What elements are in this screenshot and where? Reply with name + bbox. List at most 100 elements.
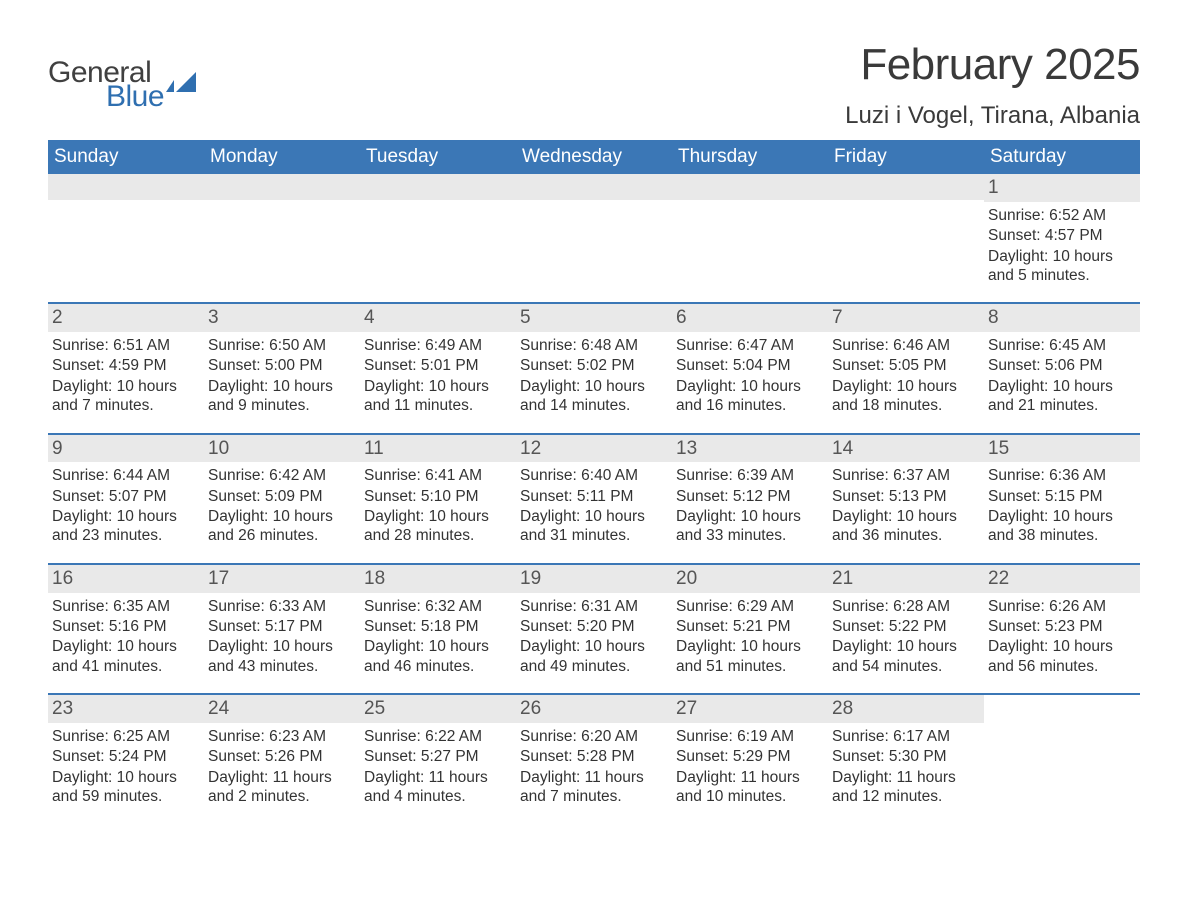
day-cell: 12Sunrise: 6:40 AMSunset: 5:11 PMDayligh…	[516, 435, 672, 563]
sunset-line: Sunset: 5:30 PM	[832, 747, 980, 766]
title-block: February 2025 Luzi i Vogel, Tirana, Alba…	[845, 40, 1140, 130]
day-number: 6	[672, 304, 828, 332]
sunrise-line: Sunrise: 6:46 AM	[832, 336, 980, 355]
sunrise-line: Sunrise: 6:37 AM	[832, 466, 980, 485]
daylight-line: Daylight: 10 hours and 9 minutes.	[208, 377, 356, 416]
day-number: 1	[984, 174, 1140, 202]
weekday-header-cell: Friday	[828, 140, 984, 174]
day-cell: 1Sunrise: 6:52 AMSunset: 4:57 PMDaylight…	[984, 174, 1140, 302]
day-number: 11	[360, 435, 516, 463]
daylight-line: Daylight: 10 hours and 38 minutes.	[988, 507, 1136, 546]
daylight-line: Daylight: 10 hours and 49 minutes.	[520, 637, 668, 676]
day-cell: 26Sunrise: 6:20 AMSunset: 5:28 PMDayligh…	[516, 695, 672, 823]
calendar: SundayMondayTuesdayWednesdayThursdayFrid…	[48, 140, 1140, 823]
sunset-line: Sunset: 5:09 PM	[208, 487, 356, 506]
day-number: 10	[204, 435, 360, 463]
day-number: 22	[984, 565, 1140, 593]
sunset-line: Sunset: 5:29 PM	[676, 747, 824, 766]
daylight-line: Daylight: 10 hours and 56 minutes.	[988, 637, 1136, 676]
sunset-line: Sunset: 5:02 PM	[520, 356, 668, 375]
day-number: 24	[204, 695, 360, 723]
daylight-line: Daylight: 10 hours and 28 minutes.	[364, 507, 512, 546]
daylight-line: Daylight: 10 hours and 41 minutes.	[52, 637, 200, 676]
sunrise-line: Sunrise: 6:51 AM	[52, 336, 200, 355]
day-cell	[516, 174, 672, 302]
day-number: 14	[828, 435, 984, 463]
day-cell	[984, 695, 1140, 823]
day-number: 3	[204, 304, 360, 332]
day-number: 19	[516, 565, 672, 593]
day-cell: 21Sunrise: 6:28 AMSunset: 5:22 PMDayligh…	[828, 565, 984, 693]
day-number: 9	[48, 435, 204, 463]
day-cell	[360, 174, 516, 302]
week-row: 2Sunrise: 6:51 AMSunset: 4:59 PMDaylight…	[48, 302, 1140, 432]
week-row: 23Sunrise: 6:25 AMSunset: 5:24 PMDayligh…	[48, 693, 1140, 823]
day-cell: 14Sunrise: 6:37 AMSunset: 5:13 PMDayligh…	[828, 435, 984, 563]
sunrise-line: Sunrise: 6:45 AM	[988, 336, 1136, 355]
sunrise-line: Sunrise: 6:32 AM	[364, 597, 512, 616]
daylight-line: Daylight: 10 hours and 18 minutes.	[832, 377, 980, 416]
sunset-line: Sunset: 5:18 PM	[364, 617, 512, 636]
sunrise-line: Sunrise: 6:23 AM	[208, 727, 356, 746]
sunrise-line: Sunrise: 6:20 AM	[520, 727, 668, 746]
sunrise-line: Sunrise: 6:26 AM	[988, 597, 1136, 616]
day-cell: 27Sunrise: 6:19 AMSunset: 5:29 PMDayligh…	[672, 695, 828, 823]
sunrise-line: Sunrise: 6:52 AM	[988, 206, 1136, 225]
daylight-line: Daylight: 10 hours and 43 minutes.	[208, 637, 356, 676]
day-number: 7	[828, 304, 984, 332]
day-number	[360, 174, 516, 200]
day-cell: 15Sunrise: 6:36 AMSunset: 5:15 PMDayligh…	[984, 435, 1140, 563]
weekday-header-cell: Saturday	[984, 140, 1140, 174]
sunrise-line: Sunrise: 6:39 AM	[676, 466, 824, 485]
day-cell	[672, 174, 828, 302]
sunset-line: Sunset: 5:11 PM	[520, 487, 668, 506]
logo: General Blue	[48, 40, 200, 112]
day-number: 27	[672, 695, 828, 723]
day-cell: 8Sunrise: 6:45 AMSunset: 5:06 PMDaylight…	[984, 304, 1140, 432]
day-number	[516, 174, 672, 200]
sunset-line: Sunset: 5:22 PM	[832, 617, 980, 636]
day-number: 17	[204, 565, 360, 593]
sunrise-line: Sunrise: 6:33 AM	[208, 597, 356, 616]
daylight-line: Daylight: 10 hours and 16 minutes.	[676, 377, 824, 416]
sunrise-line: Sunrise: 6:41 AM	[364, 466, 512, 485]
day-cell	[828, 174, 984, 302]
day-number: 8	[984, 304, 1140, 332]
day-cell: 22Sunrise: 6:26 AMSunset: 5:23 PMDayligh…	[984, 565, 1140, 693]
sunset-line: Sunset: 5:20 PM	[520, 617, 668, 636]
sunrise-line: Sunrise: 6:42 AM	[208, 466, 356, 485]
weekday-header-cell: Wednesday	[516, 140, 672, 174]
daylight-line: Daylight: 10 hours and 31 minutes.	[520, 507, 668, 546]
daylight-line: Daylight: 10 hours and 23 minutes.	[52, 507, 200, 546]
day-number: 21	[828, 565, 984, 593]
day-cell: 6Sunrise: 6:47 AMSunset: 5:04 PMDaylight…	[672, 304, 828, 432]
sunrise-line: Sunrise: 6:44 AM	[52, 466, 200, 485]
sunrise-line: Sunrise: 6:40 AM	[520, 466, 668, 485]
day-number	[48, 174, 204, 200]
sunrise-line: Sunrise: 6:35 AM	[52, 597, 200, 616]
sunrise-line: Sunrise: 6:31 AM	[520, 597, 668, 616]
daylight-line: Daylight: 10 hours and 46 minutes.	[364, 637, 512, 676]
sunset-line: Sunset: 4:59 PM	[52, 356, 200, 375]
sunset-line: Sunset: 4:57 PM	[988, 226, 1136, 245]
day-number	[828, 174, 984, 200]
day-number	[204, 174, 360, 200]
day-cell: 19 Sunrise: 6:31 AMSunset: 5:20 PMDayligh…	[516, 565, 672, 693]
daylight-line: Daylight: 11 hours and 2 minutes.	[208, 768, 356, 807]
day-number: 4	[360, 304, 516, 332]
sunset-line: Sunset: 5:24 PM	[52, 747, 200, 766]
daylight-line: Daylight: 11 hours and 7 minutes.	[520, 768, 668, 807]
weekday-header-row: SundayMondayTuesdayWednesdayThursdayFrid…	[48, 140, 1140, 174]
sunrise-line: Sunrise: 6:49 AM	[364, 336, 512, 355]
day-cell: 25Sunrise: 6:22 AMSunset: 5:27 PMDayligh…	[360, 695, 516, 823]
sunset-line: Sunset: 5:17 PM	[208, 617, 356, 636]
day-cell: 11Sunrise: 6:41 AMSunset: 5:10 PMDayligh…	[360, 435, 516, 563]
sunrise-line: Sunrise: 6:19 AM	[676, 727, 824, 746]
day-number: 23	[48, 695, 204, 723]
weekday-header-cell: Thursday	[672, 140, 828, 174]
flag-icon	[166, 72, 200, 101]
day-cell: 7Sunrise: 6:46 AMSunset: 5:05 PMDaylight…	[828, 304, 984, 432]
day-number: 18	[360, 565, 516, 593]
sunrise-line: Sunrise: 6:48 AM	[520, 336, 668, 355]
day-number: 25	[360, 695, 516, 723]
